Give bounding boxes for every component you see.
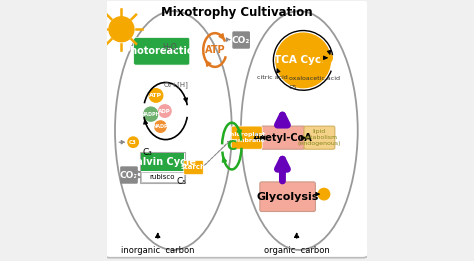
Text: rubisco: rubisco	[150, 174, 175, 180]
FancyBboxPatch shape	[140, 152, 184, 183]
Text: Calvin Cycle: Calvin Cycle	[129, 157, 196, 167]
FancyBboxPatch shape	[134, 38, 190, 65]
Circle shape	[149, 89, 163, 102]
FancyBboxPatch shape	[141, 171, 184, 182]
Text: starch: starch	[181, 164, 206, 170]
Text: C3: C3	[129, 140, 137, 145]
Text: chloroplast
membrane: chloroplast membrane	[227, 132, 266, 143]
Text: Photoreaction: Photoreaction	[123, 46, 201, 56]
FancyBboxPatch shape	[120, 166, 138, 184]
Text: Glycolysis: Glycolysis	[256, 192, 319, 202]
Text: TCA Cycle: TCA Cycle	[274, 55, 332, 66]
Text: NADPH: NADPH	[141, 112, 161, 117]
Ellipse shape	[241, 11, 358, 250]
Text: organic  carbon: organic carbon	[264, 246, 329, 255]
Text: ATP: ATP	[205, 45, 225, 55]
Ellipse shape	[115, 11, 232, 250]
Text: citric acid: citric acid	[257, 75, 287, 80]
FancyBboxPatch shape	[260, 182, 315, 211]
Circle shape	[128, 137, 138, 147]
Circle shape	[159, 105, 171, 117]
Circle shape	[155, 121, 166, 132]
Text: NADP: NADP	[153, 124, 168, 129]
FancyBboxPatch shape	[141, 153, 184, 171]
FancyBboxPatch shape	[261, 126, 305, 149]
Text: CO₂: CO₂	[120, 170, 138, 180]
Text: inorganic  carbon: inorganic carbon	[121, 246, 194, 255]
Text: ATP: ATP	[149, 93, 163, 98]
Text: CS: CS	[289, 85, 297, 90]
Circle shape	[318, 188, 330, 200]
Text: C: C	[227, 139, 237, 153]
FancyBboxPatch shape	[103, 0, 369, 258]
Text: Mixotrophy Cultivation: Mixotrophy Cultivation	[161, 6, 313, 19]
Circle shape	[109, 17, 134, 42]
Text: CO₂: CO₂	[232, 35, 250, 45]
Circle shape	[276, 33, 330, 88]
Text: oxaloacetic acid: oxaloacetic acid	[290, 76, 340, 81]
Text: lipid
metabolism
(endogenous): lipid metabolism (endogenous)	[298, 129, 341, 146]
Circle shape	[144, 107, 158, 121]
FancyBboxPatch shape	[232, 31, 250, 49]
FancyBboxPatch shape	[231, 126, 262, 149]
Circle shape	[321, 52, 332, 63]
Text: O₂+[H]: O₂+[H]	[164, 82, 189, 88]
FancyBboxPatch shape	[304, 126, 335, 149]
Text: C₅: C₅	[176, 177, 186, 186]
Text: C₃: C₃	[143, 148, 152, 157]
Text: ADP: ADP	[158, 109, 171, 114]
FancyBboxPatch shape	[184, 160, 203, 175]
Text: Acetyl-CoA: Acetyl-CoA	[253, 133, 313, 143]
Text: H₂O: H₂O	[162, 43, 177, 52]
